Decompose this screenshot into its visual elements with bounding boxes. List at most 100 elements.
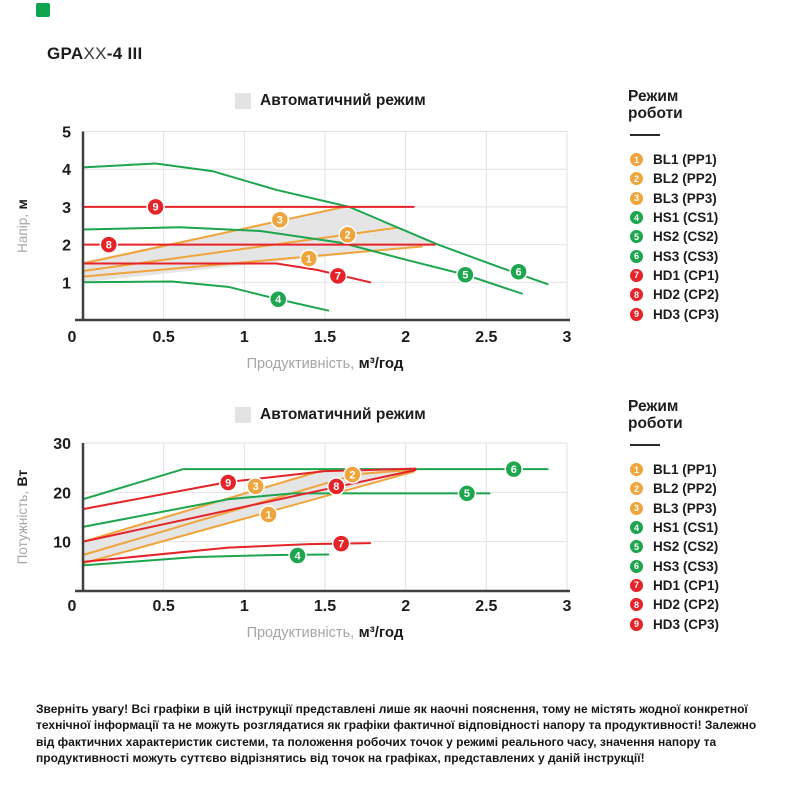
curve-marker-6: 6 <box>504 459 524 479</box>
legend-label: HD3 (CP3) <box>653 616 720 632</box>
page-title-suffix: -4 III <box>106 44 143 63</box>
tick-labels: 0 0.5 1 1.5 2 2.5 3 10 20 30 <box>53 436 571 615</box>
svg-text:6: 6 <box>511 464 517 476</box>
curve-marker-6: 6 <box>509 262 528 281</box>
legend-marker-5: 5 <box>630 540 643 554</box>
svg-text:3: 3 <box>563 329 572 346</box>
curve-hs1 <box>82 280 330 312</box>
legend-item-bl1: 1 BL1 (PP1) <box>628 150 800 169</box>
legend-items: 1 BL1 (PP1) 2 BL2 (PP2) 3 BL3 (PP3) 4 HS1 (CS1)… <box>628 460 800 634</box>
corner-accent <box>36 3 50 17</box>
curve-hs2 <box>82 492 491 528</box>
curve-marker-4: 4 <box>268 290 288 309</box>
legend-marker-3: 3 <box>630 191 643 205</box>
svg-text:7: 7 <box>338 538 344 550</box>
legend-label: HS3 (CS3) <box>653 558 719 574</box>
legend-label: HS1 (CS1) <box>653 520 719 536</box>
chart2-y-axis-label: Потужність, Вт <box>14 469 30 565</box>
svg-text:1.5: 1.5 <box>314 329 336 346</box>
svg-text:10: 10 <box>53 535 71 552</box>
curve-marker-5: 5 <box>456 265 475 285</box>
svg-text:9: 9 <box>225 477 231 489</box>
page-title: GPAXX-4 III <box>47 44 143 64</box>
svg-text:1.5: 1.5 <box>314 598 336 615</box>
legend-item-hs2: 5 HS2 (CS2) <box>628 537 800 556</box>
legend-item-hs1: 4 HS1 (CS1) <box>628 518 800 537</box>
svg-text:2: 2 <box>62 238 71 255</box>
svg-text:0: 0 <box>68 329 77 346</box>
legend-marker-8: 8 <box>630 598 643 612</box>
svg-text:5: 5 <box>464 488 470 500</box>
legend-item-hd2: 8 HD2 (CP2) <box>628 595 800 614</box>
legend-title: Режим роботи <box>628 88 683 122</box>
svg-text:5: 5 <box>462 270 468 282</box>
legend-title: Режим роботи <box>628 398 683 432</box>
chart1-x-axis-label: Продуктивність, м³/год <box>246 355 404 372</box>
chart2-x-axis-label: Продуктивність, м³/год <box>246 624 404 641</box>
svg-text:8: 8 <box>333 481 339 493</box>
curve-marker-2: 2 <box>338 225 357 245</box>
svg-text:1: 1 <box>265 509 271 521</box>
curve-bl3 <box>82 205 346 265</box>
svg-text:2: 2 <box>349 469 355 481</box>
legend-label: HD2 (CP2) <box>653 287 720 303</box>
svg-text:3: 3 <box>563 598 572 615</box>
legend-item-hd3: 9 HD3 (CP3) <box>628 614 800 633</box>
disclaimer-note: Зверніть увагу! Всі графіки в цій інстру… <box>36 702 757 765</box>
svg-text:3: 3 <box>62 200 71 217</box>
chart1-y-axis-label: Напір, м <box>14 199 30 253</box>
legend-item-bl3: 3 BL3 (PP3) <box>628 499 800 518</box>
legend-marker-8: 8 <box>630 288 643 302</box>
legend-divider <box>630 444 660 446</box>
svg-text:1: 1 <box>240 329 249 346</box>
svg-text:6: 6 <box>516 267 522 279</box>
legend-label: HS1 (CS1) <box>653 210 719 226</box>
curve-marker-1: 1 <box>299 249 319 268</box>
legend-label: BL2 (PP2) <box>653 171 717 187</box>
legend-label: BL1 (PP1) <box>653 462 717 478</box>
svg-text:3: 3 <box>277 215 283 227</box>
chart1-title: Автоматичний режим <box>235 92 426 110</box>
auto-mode-region <box>83 469 416 564</box>
chart2-plot: 1 2 3 4 5 6 7 8 9 0 0.5 1 1.5 2 2.5 3 10 20 30 <box>53 436 571 615</box>
gridlines <box>83 442 568 591</box>
curve-bl1 <box>82 470 415 565</box>
auto-mode-swatch <box>235 407 251 423</box>
legend-label: HD2 (CP2) <box>653 597 720 613</box>
svg-text:4: 4 <box>295 550 302 562</box>
legend-marker-5: 5 <box>630 230 643 244</box>
legend-label: HS2 (CS2) <box>653 539 719 555</box>
chart1-legend: Режим роботи 1 BL1 (PP1) 2 BL2 (PP2) 3 BL3 (P… <box>628 88 800 324</box>
legend-item-hd3: 9 HD3 (CP3) <box>628 304 800 323</box>
legend-label: BL3 (PP3) <box>653 500 717 516</box>
legend-item-bl1: 1 BL1 (PP1) <box>628 460 800 479</box>
legend-item-bl2: 2 BL2 (PP2) <box>628 169 800 188</box>
curve-marker-4: 4 <box>288 546 307 565</box>
svg-text:8: 8 <box>106 239 112 251</box>
legend-marker-1: 1 <box>630 153 643 167</box>
curve-hd3 <box>82 467 417 511</box>
curve-bl3 <box>82 468 326 543</box>
legend-item-hd1: 7 HD1 (CP1) <box>628 266 800 285</box>
legend-marker-7: 7 <box>630 268 643 282</box>
svg-text:1: 1 <box>62 275 71 292</box>
curve-marker-9: 9 <box>218 473 238 492</box>
legend-marker-1: 1 <box>630 463 643 477</box>
legend-marker-4: 4 <box>630 521 643 535</box>
chart2-legend: Режим роботи 1 BL1 (PP1) 2 BL2 (PP2) 3 BL3 (P… <box>628 398 800 634</box>
legend-marker-6: 6 <box>630 559 643 573</box>
chart2-title: Автоматичний режим <box>235 406 426 424</box>
curve-hs3 <box>82 162 549 286</box>
svg-text:5: 5 <box>62 125 71 142</box>
svg-text:2: 2 <box>401 329 410 346</box>
legend-items: 1 BL1 (PP1) 2 BL2 (PP2) 3 BL3 (PP3) 4 HS1 (CS1)… <box>628 150 800 324</box>
curve-marker-8: 8 <box>99 235 119 254</box>
page-title-variable: XX <box>83 44 107 63</box>
svg-text:4: 4 <box>275 294 282 306</box>
legend-item-hs1: 4 HS1 (CS1) <box>628 208 800 227</box>
svg-text:1: 1 <box>240 598 249 615</box>
legend-marker-9: 9 <box>630 307 643 321</box>
svg-text:2: 2 <box>345 230 351 242</box>
legend-item-hd2: 8 HD2 (CP2) <box>628 285 800 304</box>
legend-label: HS3 (CS3) <box>653 248 719 264</box>
